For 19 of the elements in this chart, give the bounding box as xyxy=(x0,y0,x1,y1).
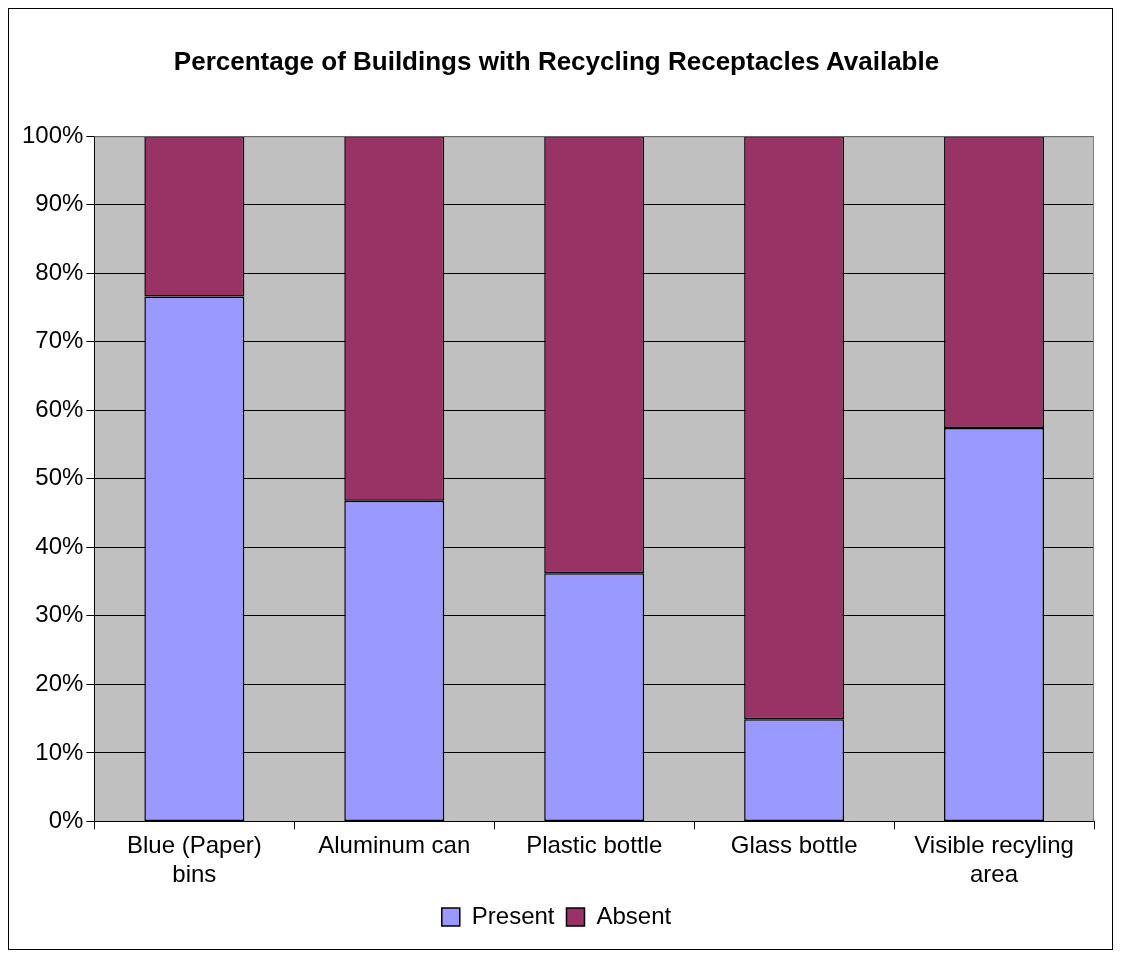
y-tick-label: 70% xyxy=(35,326,84,354)
legend-label: Present xyxy=(471,901,555,929)
y-tick-label: 90% xyxy=(35,189,84,217)
y-tick-label: 60% xyxy=(35,394,84,422)
x-tick-label: Aluminum can xyxy=(318,831,471,859)
y-tick-label: 0% xyxy=(48,806,84,834)
chart-title: Percentage of Buildings with Recycling Receptacles Available xyxy=(173,45,940,76)
y-tick-label: 30% xyxy=(35,600,84,628)
legend-label: Absent xyxy=(596,901,672,929)
x-tick-label: Glass bottle xyxy=(730,831,858,859)
x-tick-label: Visible recyling area xyxy=(914,831,1074,888)
y-tick-label: 40% xyxy=(35,531,84,559)
x-tick-label: Plastic bottle xyxy=(526,831,663,859)
y-tick-label: 50% xyxy=(35,463,84,491)
y-tick-label: 80% xyxy=(35,257,84,285)
y-tick-label: 10% xyxy=(35,737,84,765)
x-tick-label: Blue (Paper) bins xyxy=(126,831,262,888)
y-tick-label: 20% xyxy=(35,668,84,696)
y-tick-label: 100% xyxy=(21,120,84,148)
